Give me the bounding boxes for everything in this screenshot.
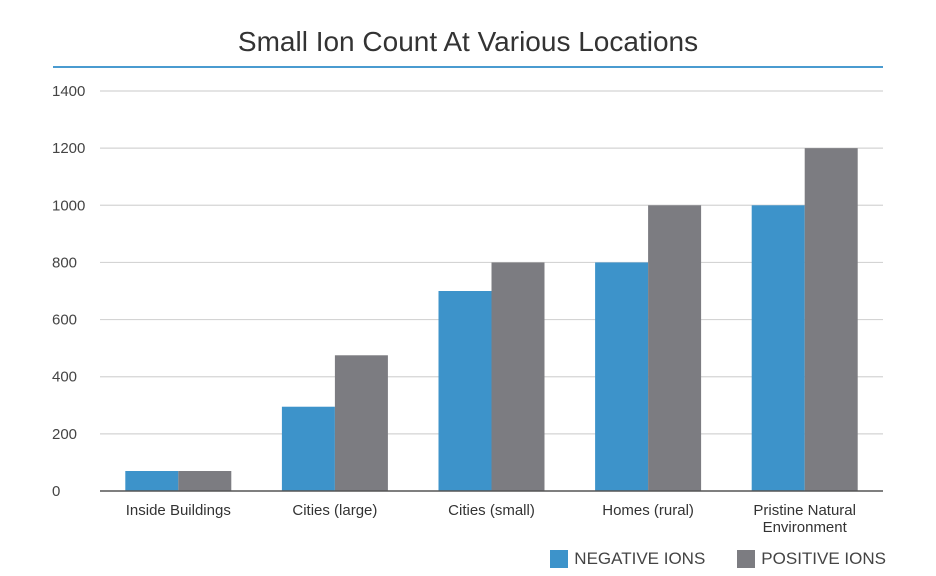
x-tick-label: Cities (large) <box>292 502 377 519</box>
y-tick-label: 1000 <box>52 197 85 214</box>
legend-item-positive: POSITIVE IONS <box>737 549 886 569</box>
y-tick-label: 200 <box>52 426 77 443</box>
bar-positive <box>804 148 858 491</box>
legend-label-negative: NEGATIVE IONS <box>574 549 706 568</box>
legend-swatch-positive <box>737 550 756 568</box>
bar-negative <box>438 291 492 491</box>
bar-positive <box>334 355 388 491</box>
x-tick-label: Cities (small) <box>448 502 535 519</box>
bar-negative <box>281 406 335 491</box>
x-tick-label: Pristine Natural <box>753 502 856 519</box>
bar-positive <box>648 205 702 492</box>
x-tick-label: Environment <box>763 519 848 536</box>
legend-item-negative: NEGATIVE IONS <box>550 549 705 569</box>
bar-negative <box>125 471 179 491</box>
y-tick-label: 1400 <box>52 83 85 100</box>
bar-negative <box>751 205 805 492</box>
y-tick-label: 0 <box>52 483 60 500</box>
x-tick-label: Inside Buildings <box>126 502 231 519</box>
bar-negative <box>595 262 649 491</box>
legend: NEGATIVE IONS POSITIVE IONS <box>550 549 886 569</box>
legend-swatch-negative <box>550 550 569 568</box>
chart-title: Small Ion Count At Various Locations <box>237 26 699 57</box>
bar-positive <box>491 262 545 491</box>
x-tick-label: Homes (rural) <box>602 502 694 519</box>
legend-label-positive: POSITIVE IONS <box>761 549 886 568</box>
title-rule <box>53 66 883 68</box>
bar-positive <box>178 471 232 491</box>
y-tick-label: 600 <box>52 312 77 329</box>
y-tick-label: 800 <box>52 254 77 271</box>
y-tick-label: 400 <box>52 369 77 386</box>
y-tick-label: 1200 <box>52 140 85 157</box>
